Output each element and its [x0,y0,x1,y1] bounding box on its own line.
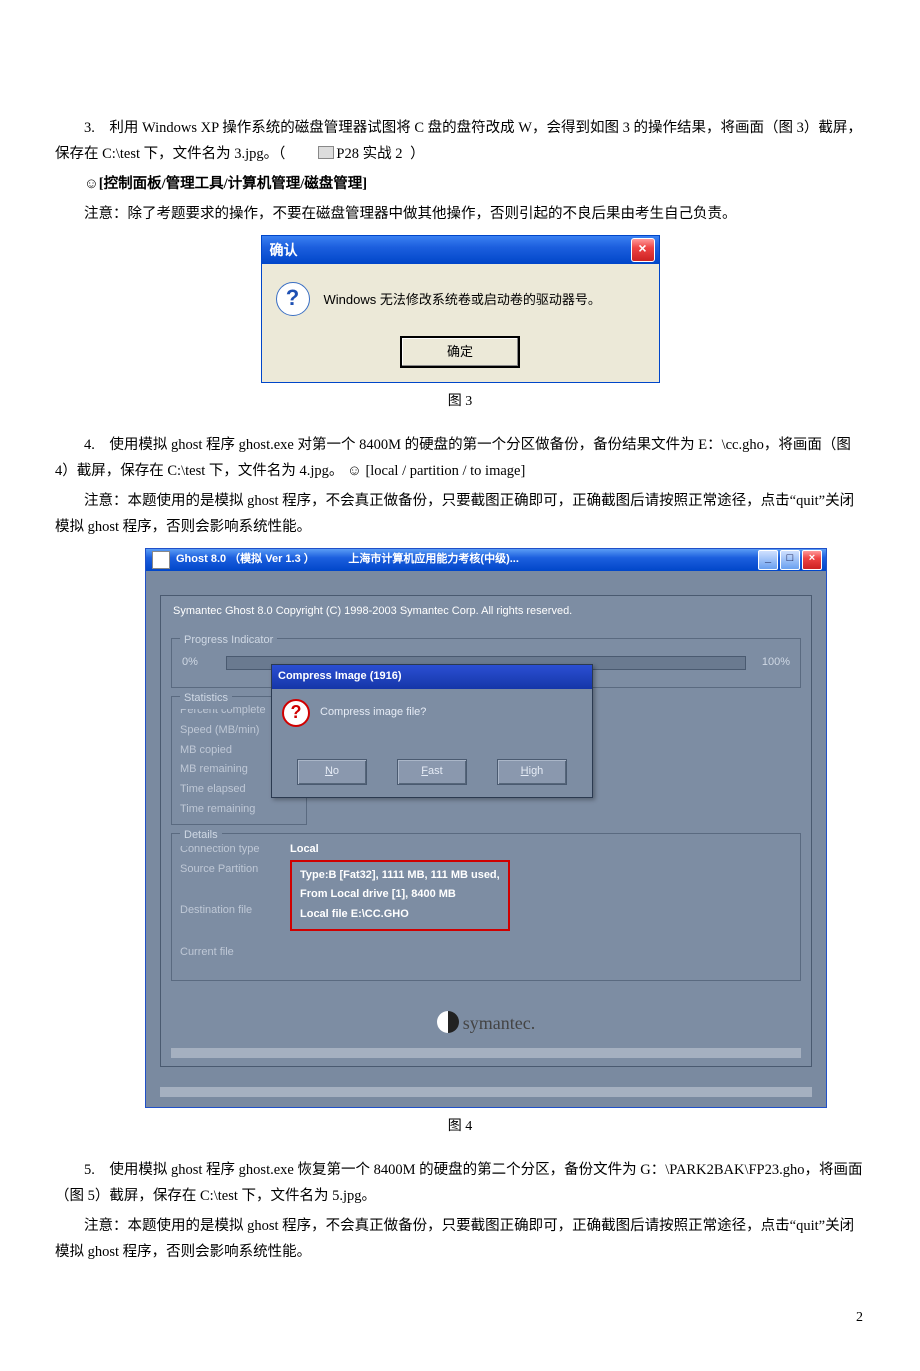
question-icon: ? [282,699,310,727]
page-number: 2 [55,1305,865,1330]
q5-para: 5. 使用模拟 ghost 程序 ghost.exe 恢复第一个 8400M 的… [55,1157,865,1209]
symantec-text: symantec. [463,1013,535,1033]
q4-note: 注意：本题使用的是模拟 ghost 程序，不会真正做备份，只要截图正确即可，正确… [55,488,865,540]
hatch-bar [160,1087,812,1097]
ghost-title-right: 上海市计算机应用能力考核(中级)... [348,553,519,565]
book-icon [318,146,334,159]
q3-path: ☺[控制面板/管理工具/计算机管理/磁盘管理] [55,171,865,197]
progress-legend: Progress Indicator [180,631,277,651]
stat-row: MB remaining [180,760,280,780]
src-value1: Type:B [Fat32], 1111 MB, 111 MB used, [300,869,500,881]
q4-text: 使用模拟 ghost 程序 ghost.exe 对第一个 8400M 的硬盘的第… [55,437,851,479]
dialog-title: 确认 [270,238,298,263]
hatch-bar [171,1048,801,1058]
q4-num: 4. [84,437,95,453]
symantec-row: symantec. [171,989,801,1045]
details-legend: Details [180,826,222,846]
figure3-caption: 图 3 [55,389,865,414]
figure4-caption: 图 4 [55,1114,865,1139]
ghost-titlebar: Ghost 8.0 （模拟 Ver 1.3 ） 上海市计算机应用能力考核(中级)… [146,549,826,571]
high-button[interactable]: High [497,759,567,785]
pct100: 100% [756,653,790,673]
no-label: o [333,765,339,777]
stat-row: MB copied [180,741,280,761]
dialog-message: Windows 无法修改系统卷或启动卷的驱动器号。 [324,282,601,311]
compress-dialog: Compress Image (1916) ? Compress image f… [271,664,593,798]
minimize-icon[interactable]: _ [758,550,778,570]
stat-row: Time elapsed [180,780,280,800]
stat-row: Speed (MB/min) [180,721,280,741]
confirm-dialog: 确认 × ? Windows 无法修改系统卷或启动卷的驱动器号。 确定 [261,235,660,382]
high-label: igh [529,765,544,777]
dialog-titlebar: 确认 × [262,236,659,264]
symantec-icon [437,1011,459,1033]
cur-label: Current file [180,943,290,963]
q3-para: 3. 利用 Windows XP 操作系统的磁盘管理器试图将 C 盘的盘符改成 … [55,115,865,167]
src-value2: From Local drive [1], 8400 MB [300,888,456,900]
dst-label: Destination file [180,901,290,921]
compress-msg: Compress image file? [320,699,426,727]
q5-note: 注意：本题使用的是模拟 ghost 程序，不会真正做备份，只要截图正确即可，正确… [55,1213,865,1265]
ghost-app-icon [152,551,170,569]
dst-value: Local file E:\CC.GHO [300,908,409,920]
q3-num: 3. [84,120,95,136]
ghost-window: Ghost 8.0 （模拟 Ver 1.3 ） 上海市计算机应用能力考核(中级)… [145,548,827,1108]
q3-bookref: P28 实战 2 [336,146,402,162]
question-icon: ? [276,282,310,316]
ok-button[interactable]: 确定 [400,336,520,367]
ghost-copyright: Symantec Ghost 8.0 Copyright (C) 1998-20… [171,600,801,632]
ghost-title-left: Ghost 8.0 （模拟 Ver 1.3 ） [176,553,315,565]
close-icon[interactable]: × [802,550,822,570]
q3-note: 注意：除了考题要求的操作，不要在磁盘管理器中做其他操作，否则引起的不良后果由考生… [55,201,865,227]
stats-legend: Statistics [180,689,232,709]
compress-title: Compress Image (1916) [272,665,592,689]
q5-text: 使用模拟 ghost 程序 ghost.exe 恢复第一个 8400M 的硬盘的… [55,1162,862,1204]
q4-para: 4. 使用模拟 ghost 程序 ghost.exe 对第一个 8400M 的硬… [55,432,865,484]
q5-num: 5. [84,1162,95,1178]
no-button[interactable]: No [297,759,367,785]
close-icon[interactable]: × [631,238,655,262]
pct0: 0% [182,653,216,673]
q3-text1: 利用 Windows XP 操作系统的磁盘管理器试图将 C 盘的盘符改成 W，会… [55,120,862,162]
stat-row: Time remaining [180,800,280,820]
conn-value: Local [290,840,319,860]
maximize-icon[interactable]: □ [780,550,800,570]
fast-button[interactable]: Fast [397,759,467,785]
q3-text2: ） [406,146,424,162]
src-label: Source Partition [180,860,290,935]
fast-label: ast [428,765,443,777]
